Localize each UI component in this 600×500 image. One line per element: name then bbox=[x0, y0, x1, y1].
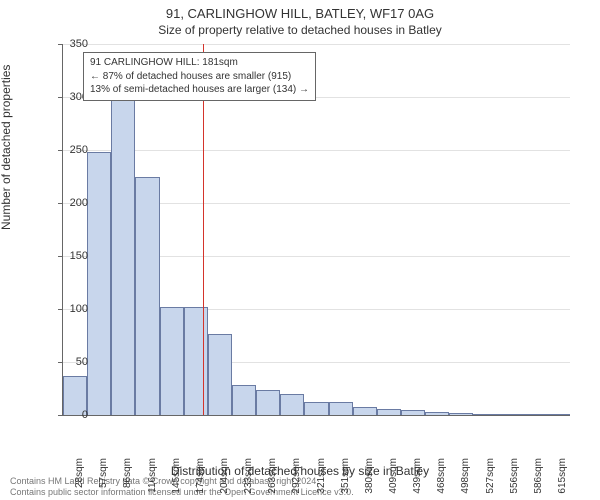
xtick-label: 556sqm bbox=[509, 458, 520, 500]
plot-area: 91 CARLINGHOW HILL: 181sqm← 87% of detac… bbox=[62, 44, 570, 416]
histogram-bar bbox=[232, 385, 256, 415]
histogram-bar bbox=[522, 414, 546, 415]
annotation-line: 91 CARLINGHOW HILL: 181sqm bbox=[90, 56, 309, 70]
xtick-label: 145sqm bbox=[171, 458, 182, 500]
gridline-h bbox=[63, 150, 570, 151]
ytick-label: 100 bbox=[58, 303, 88, 315]
histogram-bar bbox=[546, 414, 570, 415]
xtick-label: 292sqm bbox=[291, 458, 302, 500]
xtick-label: 86sqm bbox=[122, 458, 133, 500]
ytick-label: 250 bbox=[58, 144, 88, 156]
histogram-bar bbox=[280, 394, 304, 415]
xtick-label: 57sqm bbox=[98, 458, 109, 500]
histogram-bar bbox=[135, 177, 159, 416]
chart-container: 91, CARLINGHOW HILL, BATLEY, WF17 0AG Si… bbox=[0, 0, 600, 500]
y-axis-label: Number of detached properties bbox=[0, 65, 13, 230]
histogram-bar bbox=[329, 402, 353, 415]
histogram-bar bbox=[401, 410, 425, 415]
xtick-label: 321sqm bbox=[316, 458, 327, 500]
xtick-label: 468sqm bbox=[436, 458, 447, 500]
chart-title-line1: 91, CARLINGHOW HILL, BATLEY, WF17 0AG bbox=[0, 6, 600, 21]
histogram-bar bbox=[353, 407, 377, 415]
histogram-bar bbox=[377, 409, 401, 415]
xtick-label: 439sqm bbox=[412, 458, 423, 500]
chart-title-line2: Size of property relative to detached ho… bbox=[0, 23, 600, 37]
gridline-h bbox=[63, 44, 570, 45]
xtick-label: 527sqm bbox=[485, 458, 496, 500]
xtick-label: 498sqm bbox=[460, 458, 471, 500]
ytick-label: 150 bbox=[58, 250, 88, 262]
xtick-label: 586sqm bbox=[533, 458, 544, 500]
xtick-label: 233sqm bbox=[243, 458, 254, 500]
xtick-label: 116sqm bbox=[147, 458, 158, 500]
histogram-bar bbox=[449, 413, 473, 415]
xtick-label: 409sqm bbox=[388, 458, 399, 500]
histogram-bar bbox=[256, 390, 280, 415]
ytick-label: 200 bbox=[58, 197, 88, 209]
histogram-bar bbox=[87, 152, 111, 415]
xtick-label: 174sqm bbox=[195, 458, 206, 500]
histogram-bar bbox=[498, 414, 522, 415]
histogram-bar bbox=[111, 97, 135, 415]
histogram-bar bbox=[473, 414, 497, 415]
annotation-line: 13% of semi-detached houses are larger (… bbox=[90, 83, 309, 97]
xtick-label: 380sqm bbox=[364, 458, 375, 500]
annotation-line: ← 87% of detached houses are smaller (91… bbox=[90, 70, 309, 84]
xtick-label: 28sqm bbox=[74, 458, 85, 500]
xtick-label: 204sqm bbox=[219, 458, 230, 500]
histogram-bar bbox=[304, 402, 328, 415]
annotation-box: 91 CARLINGHOW HILL: 181sqm← 87% of detac… bbox=[83, 52, 316, 101]
ytick-label: 350 bbox=[58, 38, 88, 50]
histogram-bar bbox=[160, 307, 184, 415]
xtick-label: 263sqm bbox=[267, 458, 278, 500]
histogram-bar bbox=[425, 412, 449, 415]
ytick-label: 50 bbox=[58, 356, 88, 368]
histogram-bar bbox=[208, 334, 232, 415]
ytick-label: 0 bbox=[58, 409, 88, 421]
xtick-label: 351sqm bbox=[340, 458, 351, 500]
xtick-label: 615sqm bbox=[557, 458, 568, 500]
